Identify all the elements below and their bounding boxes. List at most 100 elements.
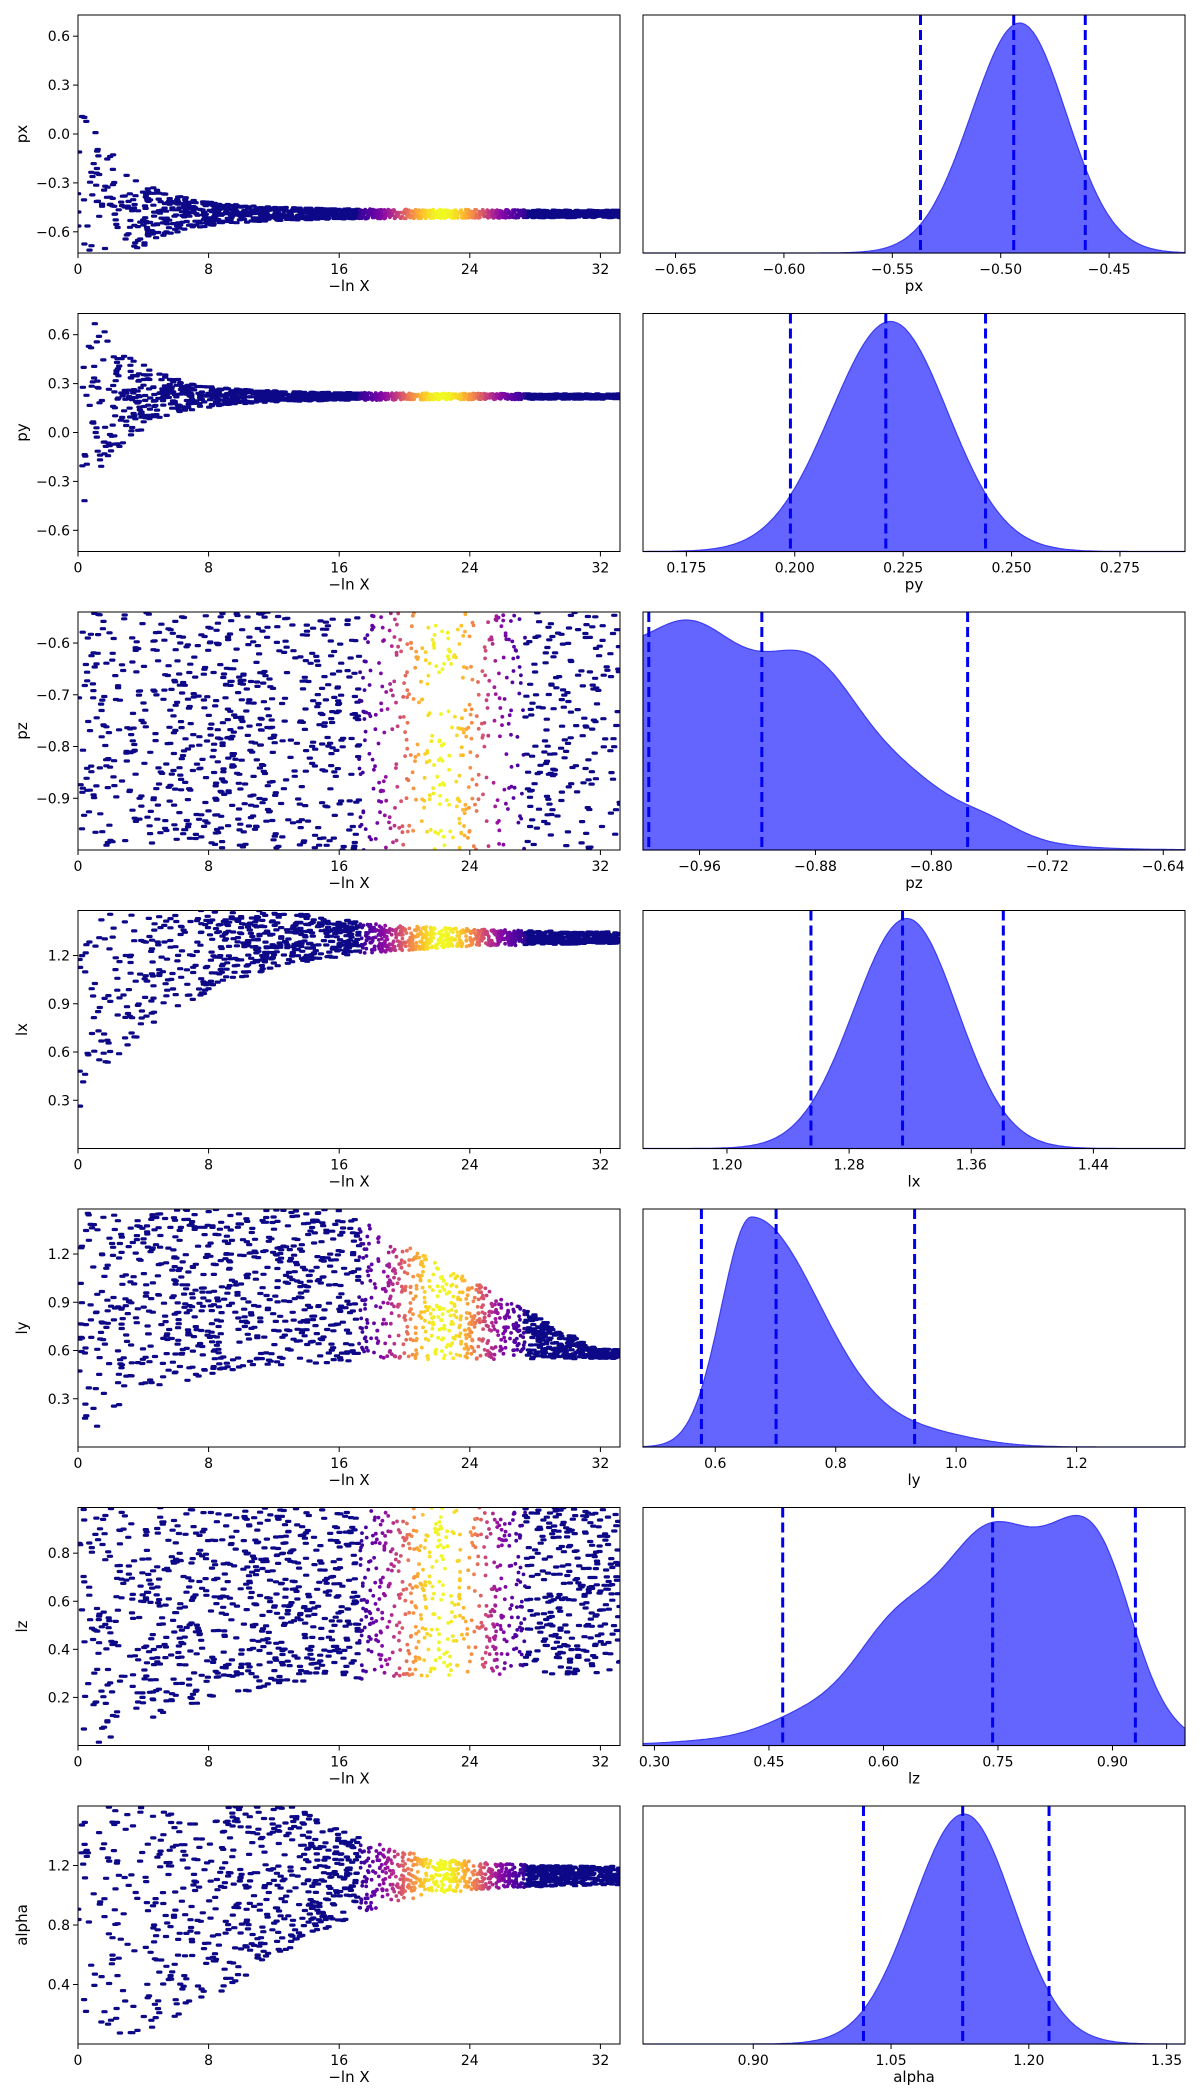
trace-point — [392, 208, 396, 213]
trace-point — [490, 1587, 495, 1592]
trace-point — [451, 1356, 456, 1361]
trace-point — [380, 1869, 385, 1874]
trace-point — [420, 697, 425, 702]
x-tick-label: 1.44 — [1078, 1158, 1109, 1174]
trace-point — [369, 397, 373, 401]
trace-samples — [78, 1806, 620, 2035]
trace-point — [436, 831, 440, 836]
trace-point — [398, 924, 403, 928]
trace-point — [476, 797, 481, 802]
trace-point — [461, 1605, 466, 1610]
trace-point — [364, 1525, 368, 1530]
trace-point — [459, 1276, 464, 1281]
trace-point — [469, 1322, 474, 1327]
trace-point — [361, 1606, 365, 1611]
x-tick-label: 0.250 — [992, 561, 1032, 577]
posterior-axes-frame — [642, 14, 1186, 254]
trace-point — [513, 1561, 518, 1566]
trace-point — [384, 1871, 388, 1875]
trace-point — [449, 1668, 453, 1673]
trace-point — [364, 930, 368, 935]
trace-point — [362, 951, 367, 955]
trace-point — [493, 1871, 498, 1876]
trace-point — [490, 1607, 495, 1612]
trace-point — [418, 1544, 423, 1548]
trace-point — [509, 1615, 514, 1620]
trace-point — [420, 1626, 425, 1630]
x-tick-label: 0 — [74, 1158, 83, 1174]
trace-point — [455, 1559, 460, 1564]
trace-point — [433, 623, 438, 628]
trace-points-low — [78, 910, 620, 1108]
trace-point — [379, 937, 384, 941]
trace-point — [493, 804, 498, 809]
trace-point — [502, 1522, 507, 1526]
trace-point — [410, 770, 415, 775]
x-axis-label: px — [905, 277, 924, 295]
x-axis-label: −ln X — [328, 2068, 369, 2086]
trace-points-low — [78, 612, 620, 850]
trace-point — [518, 1317, 522, 1322]
x-axis-label: lx — [907, 1173, 920, 1191]
trace-point — [493, 659, 498, 663]
trace-point — [472, 1629, 477, 1634]
trace-point — [498, 1623, 503, 1628]
trace-point — [500, 932, 505, 937]
trace-point — [491, 1324, 496, 1328]
trace-point — [414, 649, 419, 654]
trace-point — [359, 1633, 364, 1638]
trace-point — [380, 1887, 385, 1892]
y-tick-label: −0.7 — [36, 688, 70, 704]
trace-point — [505, 936, 510, 940]
trace-point — [512, 1309, 516, 1314]
trace-point — [451, 1294, 456, 1299]
trace-point — [474, 809, 479, 813]
x-tick-label: −0.55 — [871, 262, 914, 278]
trace-point — [462, 833, 467, 838]
trace-point — [390, 1568, 394, 1573]
trace-point — [366, 1648, 371, 1652]
x-tick-label: 32 — [591, 561, 609, 577]
trace-point — [481, 733, 485, 738]
x-tick-label: −0.72 — [1026, 859, 1069, 875]
trace-point — [427, 940, 431, 944]
trace-point — [429, 1333, 434, 1338]
trace-point — [361, 1256, 366, 1260]
trace-point — [448, 1662, 453, 1667]
trace-point — [489, 392, 494, 397]
trace-point — [487, 678, 492, 683]
trace-point — [396, 1898, 401, 1903]
trace-point — [441, 1336, 445, 1341]
trace-point — [429, 1627, 434, 1632]
trace-point — [469, 1351, 474, 1356]
trace-point — [446, 944, 451, 949]
trace-point — [515, 1628, 520, 1632]
trace-point — [404, 1330, 409, 1334]
trace-point — [448, 1864, 452, 1868]
trace-point — [361, 675, 365, 680]
trace-point — [382, 942, 386, 947]
trace-point — [406, 938, 411, 943]
trace-point — [435, 215, 440, 220]
trace-point — [419, 1583, 424, 1587]
trace-point — [381, 789, 386, 793]
posterior-density-area — [643, 320, 1185, 553]
trace-point — [459, 1339, 463, 1344]
trace-point — [507, 940, 511, 945]
trace-point — [466, 785, 471, 789]
trace-point — [499, 1614, 504, 1619]
trace-point — [429, 1507, 434, 1510]
y-tick-label: 1.2 — [48, 1859, 70, 1875]
trace-point — [456, 1602, 461, 1607]
trace-point — [388, 208, 392, 213]
trace-point — [498, 1563, 503, 1568]
trace-point — [369, 1262, 374, 1267]
trace-point — [509, 1563, 514, 1568]
x-tick-label: 0.90 — [1097, 1755, 1128, 1771]
trace-point — [379, 391, 383, 395]
trace-point — [455, 797, 460, 802]
trace-point — [399, 943, 404, 947]
trace-point — [362, 1298, 367, 1303]
trace-point — [403, 927, 408, 932]
trace-point — [497, 1672, 502, 1676]
